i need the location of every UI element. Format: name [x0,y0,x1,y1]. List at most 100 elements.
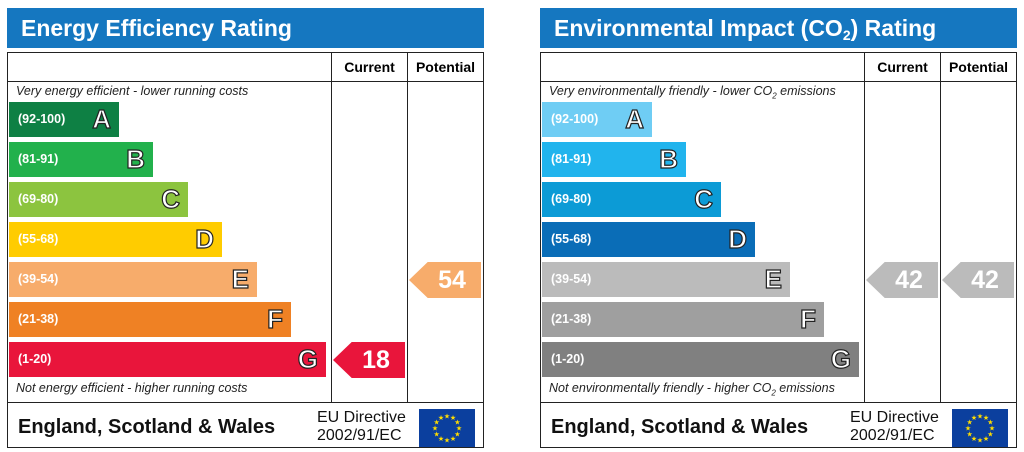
svg-text:★: ★ [965,425,971,433]
divider [541,81,1016,82]
band-letter: D [728,223,748,254]
environmental-impact-panel: Environmental Impact (CO2) Rating Curren… [540,8,1017,448]
band-letter: G [297,343,318,374]
svg-text:★: ★ [971,414,977,422]
band-d: (55-68) D [542,222,755,257]
band-letter: E [231,263,250,294]
band-a: (92-100) A [9,102,119,137]
band-letter: G [830,343,851,374]
divider [541,402,1016,403]
chart-title: Environmental Impact (CO2) Rating [540,8,1017,48]
band-f: (21-38) F [9,302,291,337]
potential-column-header: Potential [948,59,1009,75]
potential-rating-value: 42 [971,266,999,294]
top-note: Very energy efficient - lower running co… [16,84,249,98]
band-e: (39-54) E [9,262,257,297]
divider [940,53,941,403]
band-letter: D [195,223,215,254]
band-range: (81-91) [551,152,592,166]
svg-text:★: ★ [987,419,993,427]
svg-text:★: ★ [966,419,972,427]
directive-line: EU Directive [850,409,939,426]
eu-directive: EU Directive 2002/91/EC [317,409,406,445]
band-e: (39-54) E [542,262,790,297]
current-rating-value: 18 [362,346,390,374]
potential-column-header: Potential [415,59,476,75]
svg-text:★: ★ [977,413,983,421]
svg-text:★: ★ [450,414,456,422]
band-d: (55-68) D [9,222,222,257]
svg-text:★: ★ [438,435,444,443]
band-range: (39-54) [18,272,59,286]
svg-text:★: ★ [444,413,450,421]
divider [331,53,332,403]
svg-text:★: ★ [450,435,456,443]
svg-text:★: ★ [989,425,995,433]
current-column-header: Current [344,59,395,75]
svg-text:★: ★ [454,419,460,427]
current-rating-value: 42 [895,266,923,294]
band-range: (55-68) [18,232,59,246]
band-range: (92-100) [551,112,599,126]
potential-rating-arrow: 42 [942,262,1014,298]
svg-text:★: ★ [433,419,439,427]
band-g: (1-20) G [9,342,326,377]
chart-title: Energy Efficiency Rating [7,8,484,48]
svg-text:★: ★ [987,431,993,439]
svg-text:★: ★ [983,435,989,443]
svg-text:★: ★ [977,437,983,445]
band-letter: F [267,303,284,334]
band-range: (1-20) [551,352,585,366]
band-letter: C [161,183,181,214]
band-letter: A [92,103,112,134]
band-b: (81-91) B [9,142,153,177]
bottom-note: Not energy efficient - higher running co… [16,381,248,395]
directive-line: EU Directive [317,409,406,426]
rating-frame: Current Potential Very energy efficient … [7,52,484,448]
svg-text:★: ★ [971,435,977,443]
band-letter: A [625,103,645,134]
svg-text:★: ★ [966,431,972,439]
band-range: (92-100) [18,112,66,126]
svg-text:★: ★ [456,425,462,433]
band-g: (1-20) G [542,342,859,377]
region-label: England, Scotland & Wales [551,416,809,438]
band-range: (55-68) [551,232,592,246]
svg-text:★: ★ [433,431,439,439]
svg-text:★: ★ [432,425,438,433]
eu-flag-icon: ★★★★★★★★★ ★ ★★ [952,409,1008,447]
band-f: (21-38) F [542,302,824,337]
band-range: (21-38) [18,312,59,326]
svg-text:★: ★ [438,414,444,422]
divider [864,53,865,403]
band-c: (69-80) C [542,182,721,217]
potential-rating-value: 54 [438,266,466,294]
band-range: (1-20) [18,352,52,366]
directive-line: 2002/91/EC [317,427,402,444]
band-letter: B [659,143,679,174]
svg-text:★: ★ [454,431,460,439]
region-label: England, Scotland & Wales [18,416,276,438]
band-range: (69-80) [18,192,59,206]
divider [8,81,483,82]
band-letter: E [764,263,783,294]
svg-text:★: ★ [983,414,989,422]
top-note: Very environmentally friendly - lower CO… [549,84,836,101]
energy-efficiency-panel: Energy Efficiency Rating Current Potenti… [7,8,484,448]
band-letter: C [694,183,714,214]
eu-directive: EU Directive 2002/91/EC [850,409,939,445]
band-range: (81-91) [18,152,59,166]
current-column-header: Current [877,59,928,75]
band-a: (92-100) A [542,102,652,137]
band-b: (81-91) B [542,142,686,177]
directive-line: 2002/91/EC [850,427,935,444]
rating-frame: Current Potential Very environmentally f… [540,52,1017,448]
band-range: (69-80) [551,192,592,206]
current-rating-arrow: 18 [333,342,405,378]
band-range: (39-54) [551,272,592,286]
svg-text:★: ★ [444,437,450,445]
divider [407,53,408,403]
band-letter: F [800,303,817,334]
band-c: (69-80) C [9,182,188,217]
divider [8,402,483,403]
